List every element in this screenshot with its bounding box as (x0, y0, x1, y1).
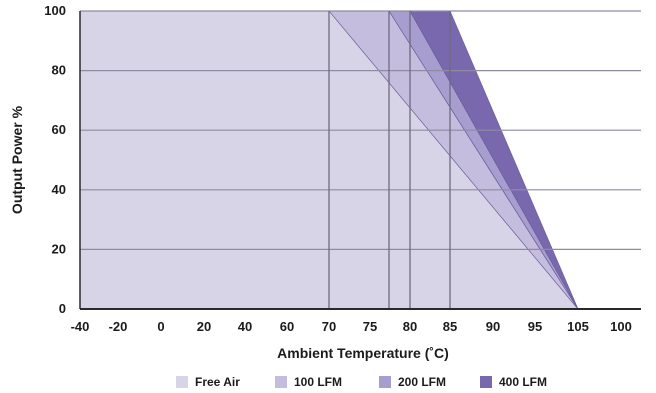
x-tick-label: 105 (567, 319, 589, 334)
legend-label: 200 LFM (398, 375, 446, 389)
legend-item-400-lfm: 400 LFM (480, 375, 547, 389)
x-tick-label: -20 (109, 319, 128, 334)
x-tick-label: 70 (322, 319, 336, 334)
x-axis-title: Ambient Temperature (˚C) (277, 345, 449, 361)
x-tick-label: -40 (71, 319, 90, 334)
legend-item-200-lfm: 200 LFM (379, 375, 446, 389)
legend-label: 400 LFM (499, 375, 547, 389)
legend-swatch (275, 376, 287, 388)
x-tick-label: 90 (486, 319, 500, 334)
y-tick-label: 100 (44, 3, 66, 18)
legend-item-100-lfm: 100 LFM (275, 375, 342, 389)
x-tick-label: 75 (363, 319, 377, 334)
x-tick-label: 95 (528, 319, 542, 334)
legend-swatch (480, 376, 492, 388)
x-tick-label: 60 (280, 319, 294, 334)
x-tick-label: 20 (197, 319, 211, 334)
y-tick-label: 40 (52, 182, 66, 197)
legend-label: Free Air (195, 375, 240, 389)
y-tick-label: 60 (52, 122, 66, 137)
legend-swatch (176, 376, 188, 388)
x-tick-label: 80 (403, 319, 417, 334)
y-axis-title: Output Power % (9, 105, 25, 214)
legend-item-free-air: Free Air (176, 375, 240, 389)
x-tick-label: 40 (238, 319, 252, 334)
legend: Free Air 100 LFM 200 LFM 400 LFM (176, 375, 547, 389)
x-tick-label: 0 (157, 319, 164, 334)
legend-label: 100 LFM (294, 375, 342, 389)
y-tick-label: 20 (52, 241, 66, 256)
legend-swatch (379, 376, 391, 388)
x-tick-label: 85 (443, 319, 457, 334)
y-tick-label: 0 (59, 301, 66, 316)
y-tick-label: 80 (52, 63, 66, 78)
x-tick-label: 100 (610, 319, 632, 334)
